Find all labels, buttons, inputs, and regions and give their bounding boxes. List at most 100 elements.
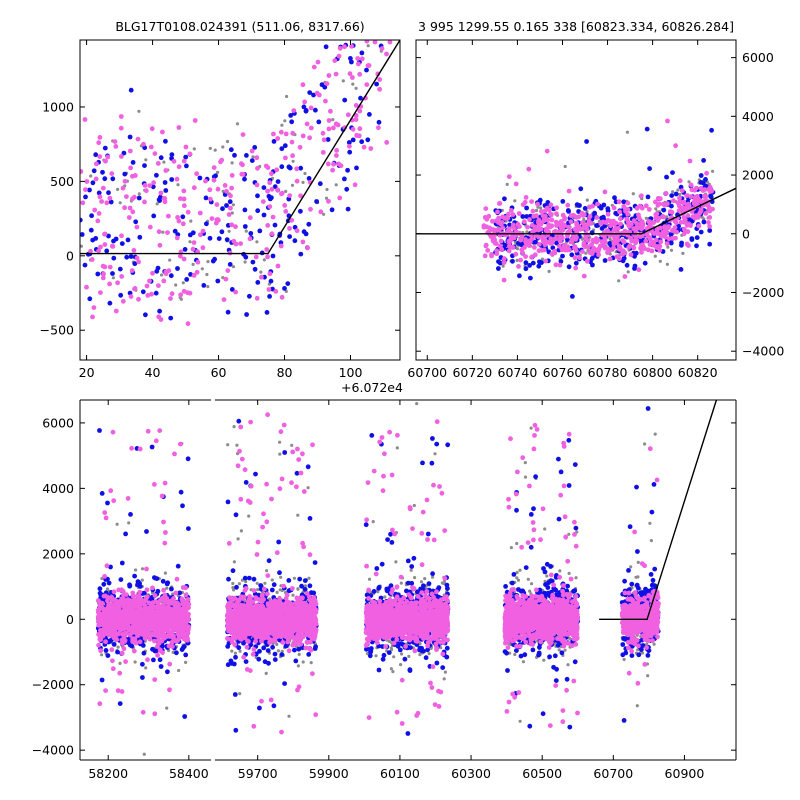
data-point-pink [119,689,125,694]
data-point-blue [130,160,136,165]
data-point-pink [176,125,182,130]
data-point-blue [577,203,582,208]
data-point-blue [301,229,307,235]
data-point-blue [169,586,174,592]
data-point-blue [213,173,219,179]
data-point-pink [279,191,284,197]
data-point-pink [548,212,554,218]
panel-top-right-points [481,118,716,299]
data-point-pink [181,188,187,194]
data-point-blue [294,470,300,476]
data-point-pink [384,51,389,57]
data-point-grey [177,668,181,673]
data-point-pink [350,126,356,132]
data-point-blue [261,212,267,218]
data-point-grey [585,198,589,202]
data-point-pink [103,515,109,521]
data-point-pink [702,193,707,199]
data-point-pink [122,178,128,184]
data-point-pink [664,241,670,247]
data-point-pink [548,202,554,208]
data-point-pink [356,133,362,139]
data-point-pink [681,207,686,213]
data-point-grey [205,272,209,277]
data-point-pink [573,237,579,242]
data-point-pink [268,697,274,703]
data-point-blue [242,207,248,213]
data-point-pink [158,190,164,196]
data-point-blue [232,692,238,697]
data-point-pink [160,624,166,630]
data-point-pink [627,224,632,229]
data-point-pink [95,598,101,603]
data-point-pink [107,264,113,270]
data-point-grey [515,258,519,262]
data-point-blue [570,294,575,299]
data-point-pink [183,614,189,619]
data-point-blue [236,418,242,424]
data-point-pink [647,223,652,229]
data-point-pink [104,624,110,629]
data-point-pink [207,187,213,193]
data-point-pink [92,207,98,213]
data-point-pink [113,144,119,149]
data-point-grey [285,94,289,99]
data-point-pink [109,628,114,633]
data-point-pink [625,200,631,206]
data-point-pink [191,273,197,278]
data-point-pink [98,648,104,654]
data-point-pink [172,451,177,457]
data-point-grey [137,109,141,113]
data-point-blue [175,266,180,271]
data-point-pink [579,210,585,216]
data-point-blue [312,560,318,565]
data-point-grey [324,196,329,200]
data-point-blue [144,529,149,534]
data-point-pink [99,199,104,204]
data-point-pink [707,184,713,190]
data-point-pink [265,165,271,171]
data-point-pink [172,611,178,617]
data-point-pink [198,232,203,238]
data-point-pink [152,638,157,644]
data-point-blue [115,649,120,655]
data-point-pink [277,486,283,492]
data-point-blue [282,143,288,149]
data-point-blue [255,193,260,199]
data-point-blue [523,266,529,272]
data-point-pink [554,211,559,217]
data-point-pink [361,144,367,150]
data-point-pink [134,224,140,230]
data-point-pink [278,429,284,435]
data-point-grey [256,587,260,592]
data-point-pink [576,224,582,230]
data-point-blue [93,152,99,158]
data-point-pink [102,231,107,237]
data-point-pink [565,233,570,239]
data-point-grey [290,443,294,447]
data-point-grey [525,230,529,234]
data-point-blue [88,227,94,233]
data-point-grey [239,529,243,533]
data-point-pink [138,620,144,626]
data-point-pink [653,212,659,218]
data-point-pink [616,199,622,205]
data-point-pink [523,254,528,259]
data-point-pink [194,171,200,177]
data-point-pink [535,201,540,207]
panel-bottom-points [95,402,661,756]
data-point-pink [681,199,687,205]
data-point-pink [617,209,622,215]
data-point-grey [275,590,279,595]
data-point-blue [136,195,142,201]
data-point-pink [670,228,675,233]
data-point-blue [607,241,612,246]
data-point-pink [128,165,134,171]
data-point-pink [150,610,156,615]
data-point-pink [132,617,138,622]
data-point-blue [698,180,704,185]
data-point-pink [289,217,295,223]
data-point-pink [289,139,295,145]
data-point-pink [253,254,259,260]
data-point-pink [162,619,168,625]
